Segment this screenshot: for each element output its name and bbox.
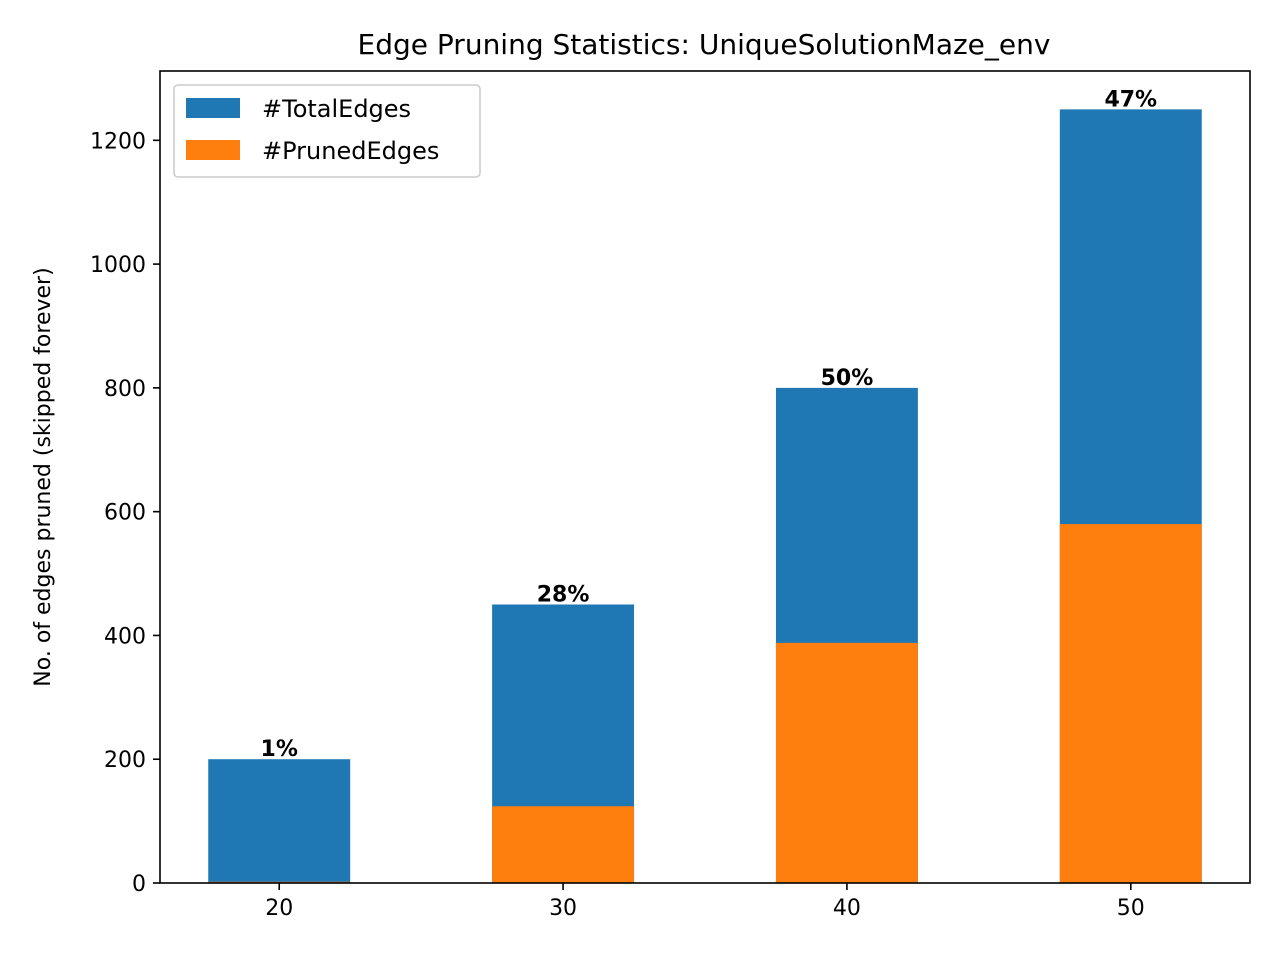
legend-swatch-pruned-edges xyxy=(186,140,240,160)
x-tick-label-30: 30 xyxy=(549,896,577,921)
x-tick-label-40: 40 xyxy=(833,896,861,921)
bar-prunededges-50 xyxy=(1059,524,1202,883)
chart-title: Edge Pruning Statistics: UniqueSolutionM… xyxy=(358,28,1051,61)
y-axis-label: No. of edges pruned (skipped forever) xyxy=(31,267,56,686)
percent-label-30: 28% xyxy=(537,582,590,607)
plot-frame xyxy=(159,70,1251,884)
bars-layer xyxy=(208,109,1202,883)
y-tick-label-400: 400 xyxy=(104,624,146,649)
x-tick-label-20: 20 xyxy=(265,896,293,921)
percent-label-40: 50% xyxy=(821,366,874,391)
percent-label-20: 1% xyxy=(261,737,298,762)
y-tick-label-0: 0 xyxy=(132,872,146,897)
legend: #TotalEdges #PrunedEdges xyxy=(173,84,481,178)
x-axis: 20 30 40 50 xyxy=(265,883,1145,921)
bar-percent-labels: 1% 28% 50% 47% xyxy=(261,87,1158,762)
y-tick-label-200: 200 xyxy=(104,748,146,773)
legend-label-pruned-edges: #PrunedEdges xyxy=(262,137,439,165)
y-tick-label-1200: 1200 xyxy=(90,129,146,154)
legend-label-total-edges: #TotalEdges xyxy=(262,95,411,123)
legend-swatch-total-edges xyxy=(186,98,240,118)
y-tick-label-600: 600 xyxy=(104,501,146,526)
legend-frame xyxy=(173,84,481,178)
bar-prunededges-30 xyxy=(492,806,635,883)
y-axis: 0 200 400 600 800 1000 1200 xyxy=(90,129,160,897)
bar-totaledges-20 xyxy=(208,759,351,883)
y-tick-label-1000: 1000 xyxy=(90,253,146,278)
y-tick-label-800: 800 xyxy=(104,377,146,402)
bar-prunededges-40 xyxy=(775,642,918,883)
x-tick-label-50: 50 xyxy=(1117,896,1145,921)
percent-label-50: 47% xyxy=(1104,87,1157,112)
